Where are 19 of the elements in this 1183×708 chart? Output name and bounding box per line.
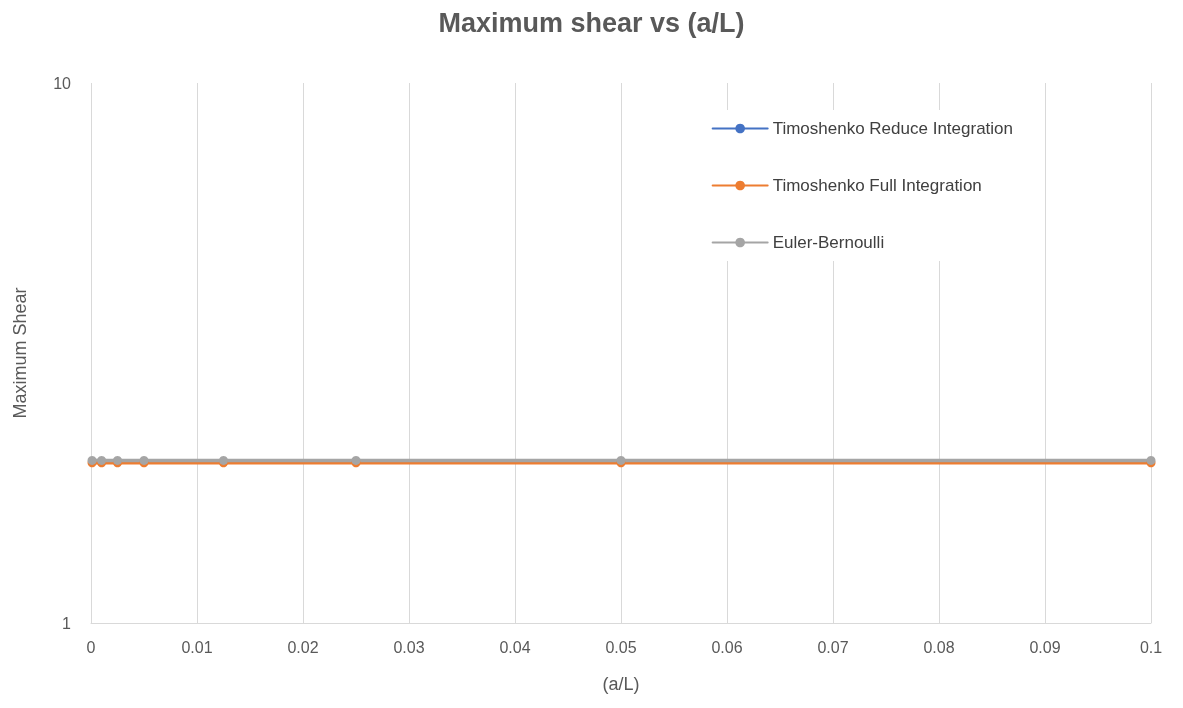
legend-label: Timoshenko Full Integration (772, 176, 982, 195)
x-tick-label: 0.09 (1029, 638, 1061, 656)
x-axis-title: (a/L) (602, 674, 640, 694)
y-axis-title: Maximum Shear (10, 287, 30, 419)
y-tick-label: 10 (53, 74, 72, 92)
x-tick-label: 0.02 (287, 638, 319, 656)
x-tick-label: 0.08 (923, 638, 955, 656)
x-tick-label: 0.03 (393, 638, 425, 656)
x-tick-label: 0.1 (1139, 638, 1163, 656)
legend-label: Euler-Bernoulli (772, 233, 885, 252)
x-tick-label: 0.05 (605, 638, 637, 656)
x-tick-label: 0.01 (181, 638, 213, 656)
x-tick-label: 0.04 (499, 638, 531, 656)
legend-label: Timoshenko Reduce Integration (772, 119, 1013, 138)
x-tick-label: 0.07 (817, 638, 849, 656)
chart-title: Maximum shear vs (a/L) (438, 7, 745, 38)
x-tick-label: 0 (86, 638, 96, 656)
y-tick-label: 1 (62, 614, 72, 632)
x-tick-label: 0.06 (711, 638, 743, 656)
